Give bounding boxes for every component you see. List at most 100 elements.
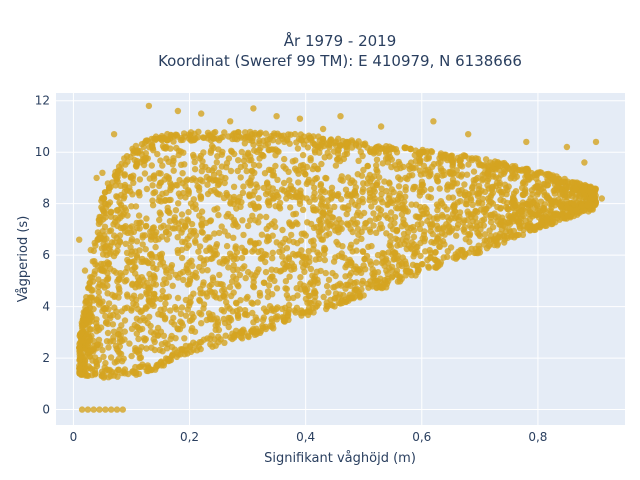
data-point xyxy=(418,261,425,268)
data-point-outlier xyxy=(227,118,234,125)
data-point xyxy=(232,245,239,252)
data-point xyxy=(86,326,94,333)
data-point xyxy=(183,244,190,251)
data-point xyxy=(497,205,504,212)
data-point xyxy=(149,197,156,204)
data-point xyxy=(188,257,195,264)
data-point xyxy=(338,219,345,227)
data-point xyxy=(418,220,425,227)
data-point xyxy=(305,132,313,139)
data-point xyxy=(172,271,179,279)
data-point xyxy=(84,372,92,379)
data-point xyxy=(125,258,132,266)
data-point xyxy=(93,360,101,368)
data-point xyxy=(122,161,129,168)
data-point xyxy=(453,180,461,187)
data-point xyxy=(407,244,414,251)
data-point xyxy=(280,260,287,267)
data-point xyxy=(410,253,417,260)
data-point xyxy=(388,186,395,193)
data-point xyxy=(279,239,286,246)
data-point xyxy=(271,277,278,284)
data-point xyxy=(252,272,259,279)
data-point xyxy=(115,366,122,373)
data-point xyxy=(243,295,250,302)
data-point xyxy=(369,283,376,290)
data-point xyxy=(435,203,442,210)
data-point xyxy=(159,190,166,197)
data-point xyxy=(331,203,338,210)
data-point xyxy=(149,227,156,234)
data-point xyxy=(108,239,116,246)
data-point xyxy=(158,341,166,348)
data-point xyxy=(186,275,194,283)
data-point xyxy=(133,280,140,288)
data-point xyxy=(330,148,338,155)
data-point xyxy=(268,266,275,273)
data-point xyxy=(349,228,356,236)
data-point xyxy=(436,185,443,192)
data-point xyxy=(373,229,380,236)
data-point xyxy=(317,201,325,208)
data-point xyxy=(496,179,503,187)
data-point xyxy=(181,133,188,140)
data-point xyxy=(510,227,518,235)
data-point xyxy=(233,300,240,307)
data-point xyxy=(438,154,446,161)
data-point xyxy=(373,162,380,169)
data-point xyxy=(130,228,138,235)
data-point xyxy=(104,180,112,187)
data-point xyxy=(76,365,83,372)
data-point xyxy=(484,170,491,178)
data-point xyxy=(142,335,149,343)
data-point xyxy=(207,247,214,254)
data-point xyxy=(169,225,177,232)
data-point xyxy=(330,284,337,291)
data-point xyxy=(165,175,172,182)
data-point xyxy=(419,235,426,242)
data-point xyxy=(337,142,344,149)
data-point xyxy=(354,225,362,233)
data-point xyxy=(436,243,443,250)
data-point xyxy=(394,278,402,285)
data-point xyxy=(212,128,219,136)
data-point xyxy=(94,229,102,236)
data-point xyxy=(187,348,195,355)
data-point xyxy=(484,162,492,169)
data-point xyxy=(126,184,133,191)
data-point xyxy=(181,335,188,342)
data-point xyxy=(355,157,362,164)
data-point xyxy=(360,185,367,193)
data-point xyxy=(432,248,439,256)
data-point xyxy=(252,240,260,247)
data-point xyxy=(175,351,182,358)
data-point xyxy=(239,189,247,196)
data-point xyxy=(265,282,273,289)
data-point xyxy=(299,161,307,169)
data-point xyxy=(323,212,330,220)
data-point xyxy=(197,176,204,183)
data-point xyxy=(542,171,549,178)
data-point xyxy=(359,248,367,255)
data-point xyxy=(231,150,238,158)
data-point xyxy=(335,190,342,198)
data-point xyxy=(242,274,249,282)
data-point xyxy=(378,185,385,192)
x-axis-title: Signifikant våghöjd (m) xyxy=(264,451,416,466)
data-point xyxy=(145,365,153,372)
data-point xyxy=(174,234,181,241)
data-point-outlier xyxy=(337,113,344,120)
data-point xyxy=(337,176,344,183)
data-point xyxy=(178,211,186,218)
data-point xyxy=(101,223,109,230)
data-point xyxy=(299,309,306,316)
data-point xyxy=(377,211,384,218)
data-point xyxy=(468,213,475,221)
data-point xyxy=(207,341,214,348)
data-point-outlier xyxy=(93,174,100,182)
data-point xyxy=(100,209,108,216)
data-point xyxy=(282,165,289,172)
y-tick-label: 8 xyxy=(42,197,50,211)
data-point xyxy=(433,174,440,181)
